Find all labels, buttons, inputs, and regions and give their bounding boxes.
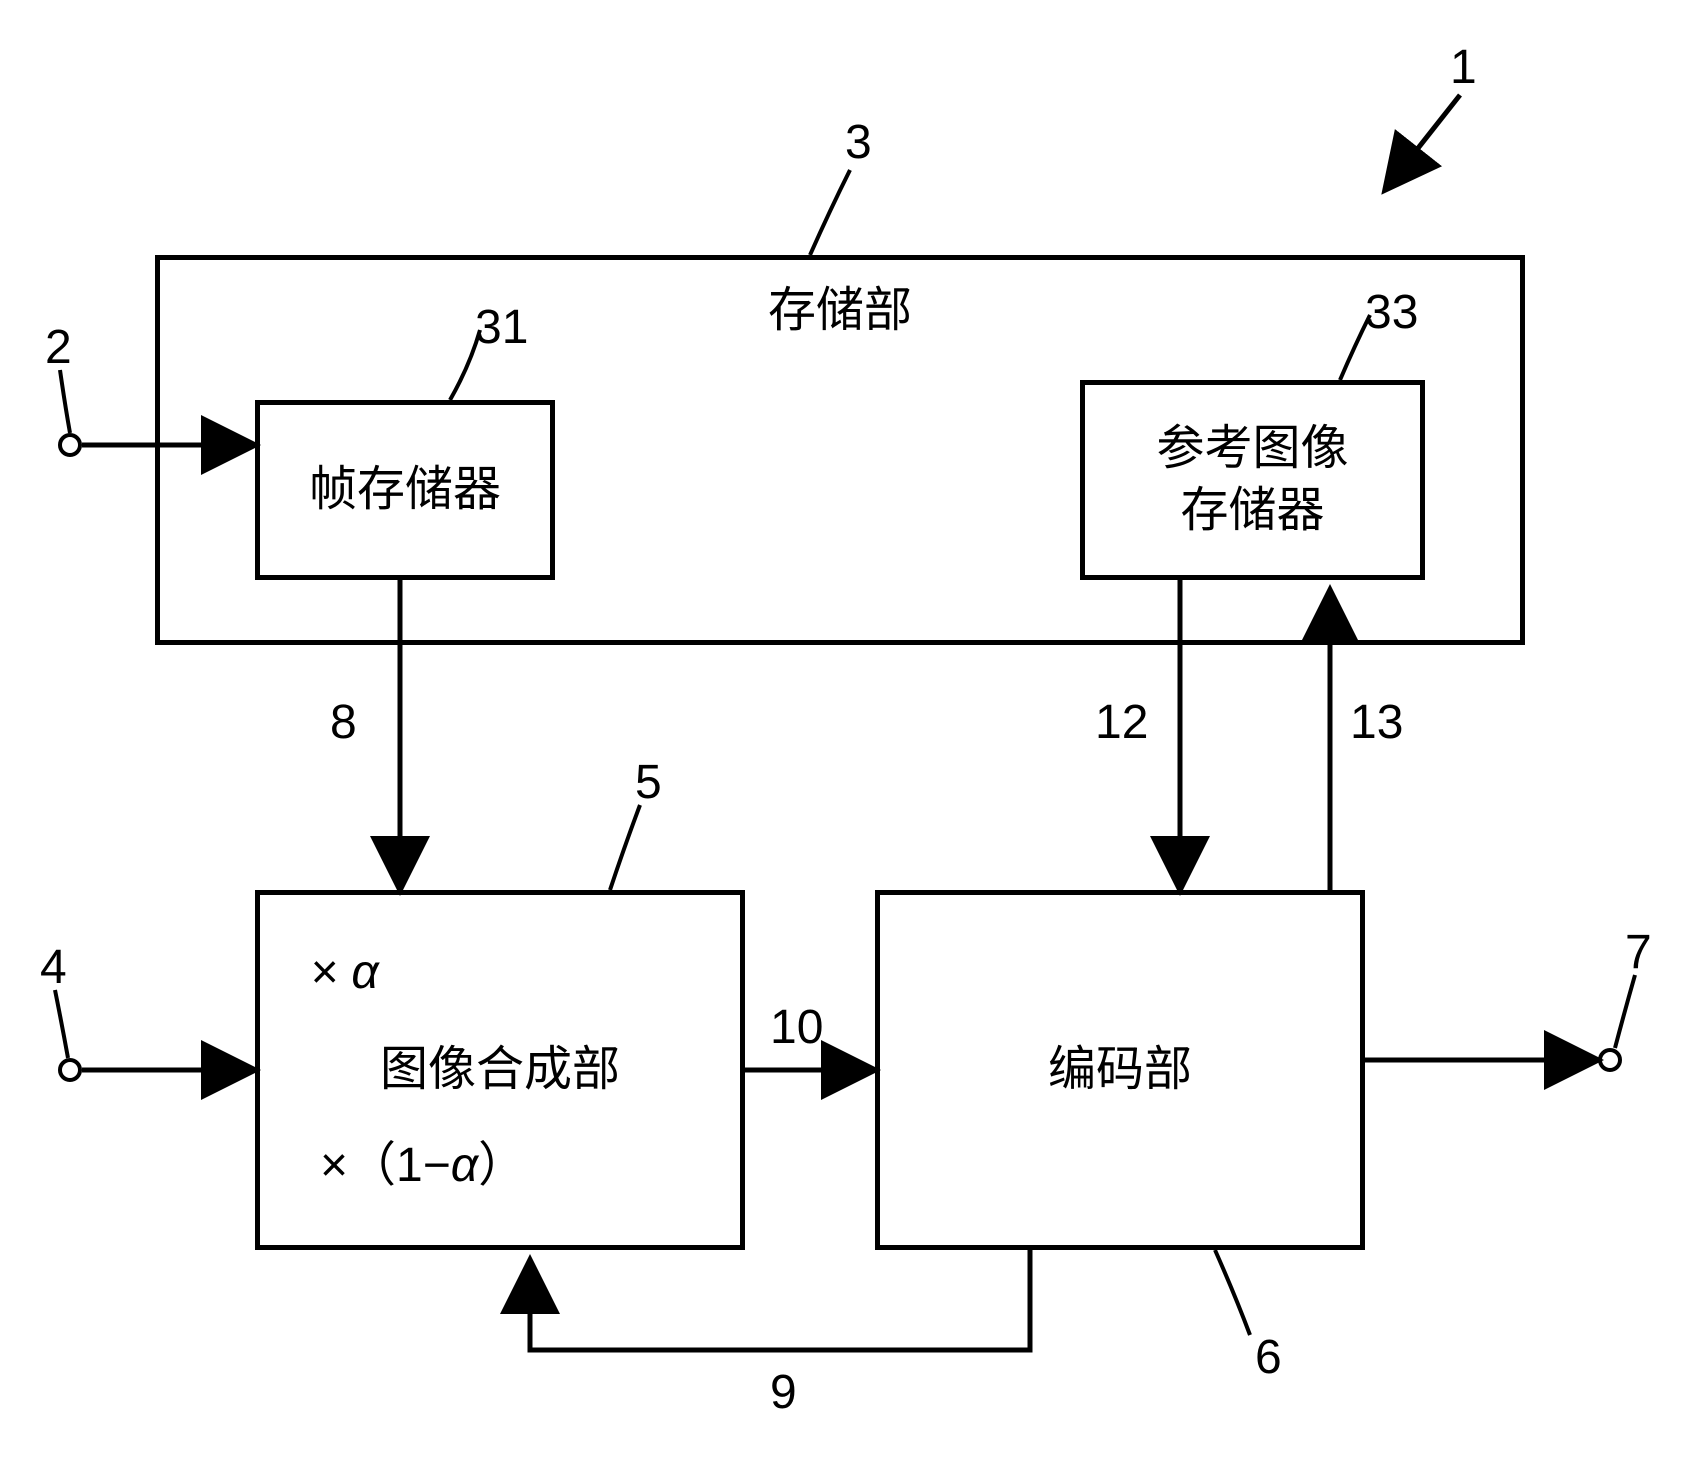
frame-memory-box: 帧存储器 [255,400,555,580]
ref-6: 6 [1255,1330,1282,1385]
input-port-2 [58,433,82,457]
ref-image-memory-label1: 参考图像 [1156,418,1348,480]
encoder-label: 编码部 [1048,1039,1192,1101]
alpha-bottom-label: ×（1−α） [320,1135,526,1197]
encoder-box: 编码部 [875,890,1365,1250]
ref-1: 1 [1450,40,1477,95]
alpha-top-label: × α [310,942,379,1004]
frame-memory-label: 帧存储器 [309,459,501,521]
signal-9: 9 [770,1365,797,1420]
ref-33: 33 [1365,285,1418,340]
ref-31: 31 [475,300,528,355]
diagram-canvas: 存储部 帧存储器 参考图像 存储器 × α 图像合成部 ×（1−α） 编码部 [0,0,1708,1477]
signal-8: 8 [330,695,357,750]
ref-5: 5 [635,755,662,810]
ref-4: 4 [40,940,67,995]
signal-12: 12 [1095,695,1148,750]
ref-image-memory-label2: 存储器 [1180,480,1324,542]
input-port-4 [58,1058,82,1082]
storage-section-label: 存储部 [768,280,912,342]
wires-svg [0,0,1708,1477]
signal-13: 13 [1350,695,1403,750]
ref-image-memory-box: 参考图像 存储器 [1080,380,1425,580]
signal-10: 10 [770,1000,823,1055]
image-synth-box: × α 图像合成部 ×（1−α） [255,890,745,1250]
ref-3: 3 [845,115,872,170]
output-port-7 [1598,1048,1622,1072]
ref-7: 7 [1625,925,1652,980]
ref-2: 2 [45,320,72,375]
image-synth-label: 图像合成部 [380,1039,620,1101]
